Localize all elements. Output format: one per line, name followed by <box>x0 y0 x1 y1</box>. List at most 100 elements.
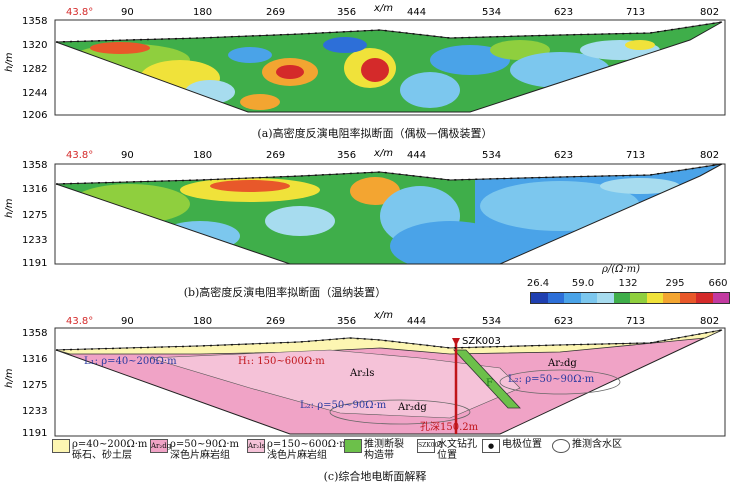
x-tick-label: 802 <box>700 7 719 18</box>
x-tick-label: 444 <box>407 150 426 161</box>
x-axis-title: x/m <box>373 3 393 14</box>
x-tick-label: 180 <box>193 316 212 327</box>
colorbar-segment <box>597 293 614 303</box>
colorbar-segment <box>547 293 564 303</box>
legend-item-fault: 推测断裂 构造带 <box>344 439 404 461</box>
y-tick-label: 1316 <box>22 354 47 365</box>
colorbar-segment <box>712 293 729 303</box>
electrode-icon: ● <box>482 439 500 453</box>
y-tick-label: 1358 <box>22 328 47 339</box>
colorbar-segment <box>630 293 647 303</box>
y-tick-label: 1358 <box>22 16 47 27</box>
colorbar-label: 660 <box>708 278 728 289</box>
x-tick-label: 180 <box>193 7 212 18</box>
colorbar-segment <box>646 293 663 303</box>
legend-swatch: Ar₂dg <box>150 439 171 453</box>
y-tick-label: 1233 <box>22 235 47 246</box>
legend-item-electrode: ● 电极位置 <box>482 439 542 453</box>
x-tick-label: 43.8° <box>66 316 93 327</box>
aquifer-outline <box>329 399 471 425</box>
section-outline-b <box>55 163 723 265</box>
y-ticks-c: 1358 1316 1275 1233 1191 h/m <box>4 328 47 438</box>
frame-c <box>54 327 726 437</box>
x-ticks-c: 43.8° 90 180 269 356 444 534 623 713 802… <box>66 310 719 327</box>
y-tick-label: 1244 <box>22 88 47 99</box>
borehole-label: SZK003 <box>462 336 501 347</box>
x-tick-label: 180 <box>193 150 212 161</box>
x-tick-label: 444 <box>407 7 426 18</box>
colorbar-segment <box>663 293 680 303</box>
x-tick-label: 356 <box>337 7 356 18</box>
y-tick-label: 1275 <box>22 210 47 221</box>
colorbar-title: ρ/(Ω·m) <box>602 264 641 275</box>
aquifer-icon <box>552 439 570 453</box>
h1-label: H₁: 150~600Ω·m <box>238 356 325 367</box>
colorbar-labels: 26.4 59.0 132 295 660 <box>527 278 728 290</box>
y-tick-label: 1206 <box>22 110 47 121</box>
legend-item-light-gneiss: Ar₂ls ρ=150~600Ω·m 浅色片麻岩组 <box>247 439 349 461</box>
x-ticks-a: 43.8° 90 180 269 356 444 534 623 713 802… <box>66 3 719 18</box>
x-tick-label: 534 <box>482 7 501 18</box>
ar2dg-bottom-label: Ar₂dg <box>397 402 427 413</box>
x-tick-label: 713 <box>626 7 645 18</box>
ar2ls-label: Ar₂ls <box>349 368 374 379</box>
y-tick-label: 1282 <box>22 64 47 75</box>
panel-a-section: 43.8° 90 180 269 356 444 534 623 713 802… <box>4 3 726 121</box>
legend-line1: 水文钻孔 <box>437 439 477 450</box>
x-tick-label: 623 <box>554 316 573 327</box>
colorbar-label: 59.0 <box>571 278 595 289</box>
legend: ρ=40~200Ω·m 砾石、砂土层 Ar₂dg ρ=50~90Ω·m 深色片麻岩组… <box>52 439 742 467</box>
x-tick-label: 802 <box>700 150 719 161</box>
colorbar-label: 295 <box>665 278 685 289</box>
borehole-depth: 孔深150.2m <box>420 421 479 433</box>
legend-item-borehole: SZK003 水文钻孔 位置 <box>417 439 477 461</box>
y-tick-label: 1320 <box>22 40 47 51</box>
ar2dg-right-label: Ar₂dg <box>547 358 577 369</box>
legend-swatch: Ar₂ls <box>247 439 265 453</box>
resistivity-field-a <box>56 22 722 112</box>
resistivity-field-b <box>56 164 722 264</box>
legend-line1: ρ=40~200Ω·m <box>72 439 148 450</box>
frame-a <box>54 19 726 116</box>
fault-zone <box>453 349 521 409</box>
l2-left-label: L₂: ρ=50~90Ω·m <box>300 400 387 411</box>
legend-item-gravel: ρ=40~200Ω·m 砾石、砂土层 <box>52 439 147 461</box>
legend-swatch <box>344 439 362 453</box>
colorbar-segment <box>679 293 696 303</box>
colorbar-label: 132 <box>618 278 638 289</box>
legend-line2: 构造带 <box>364 450 394 461</box>
y-tick-label: 1275 <box>22 380 47 391</box>
y-tick-label: 1191 <box>22 428 47 438</box>
y-axis-title: h/m <box>4 52 15 72</box>
x-tick-label: 269 <box>266 150 285 161</box>
borehole-marker <box>452 338 460 346</box>
x-tick-label: 43.8° <box>66 150 93 161</box>
x-tick-label: 43.8° <box>66 7 93 18</box>
legend-swatch: SZK003 <box>417 439 442 453</box>
x-tick-label: 623 <box>554 150 573 161</box>
x-tick-label: 90 <box>121 7 134 18</box>
y-tick-label: 1358 <box>22 160 47 171</box>
x-tick-label: 269 <box>266 316 285 327</box>
x-tick-label: 444 <box>407 316 426 327</box>
legend-line1: ρ=150~600Ω·m <box>267 439 349 450</box>
y-axis-title: h/m <box>4 368 15 388</box>
section-outline-a <box>55 21 723 113</box>
x-tick-label: 356 <box>337 150 356 161</box>
x-tick-label: 802 <box>700 316 719 327</box>
legend-line1: 电极位置 <box>502 439 542 450</box>
colorbar-segment <box>580 293 597 303</box>
colorbar-segment <box>696 293 713 303</box>
y-axis-title: h/m <box>4 198 15 218</box>
legend-line1: 推测含水区 <box>572 439 622 450</box>
fault-label: F <box>486 378 493 389</box>
colorbar-segment <box>531 293 548 303</box>
x-tick-label: 269 <box>266 7 285 18</box>
x-tick-label: 356 <box>337 316 356 327</box>
caption-b: (b)高密度反演电阻率拟断面（温纳装置） <box>183 286 387 299</box>
aquifer-outline <box>499 369 621 395</box>
legend-line2: 浅色片麻岩组 <box>267 450 327 461</box>
x-tick-label: 90 <box>121 150 134 161</box>
legend-line2: 位置 <box>437 450 457 461</box>
y-tick-label: 1316 <box>22 184 47 195</box>
